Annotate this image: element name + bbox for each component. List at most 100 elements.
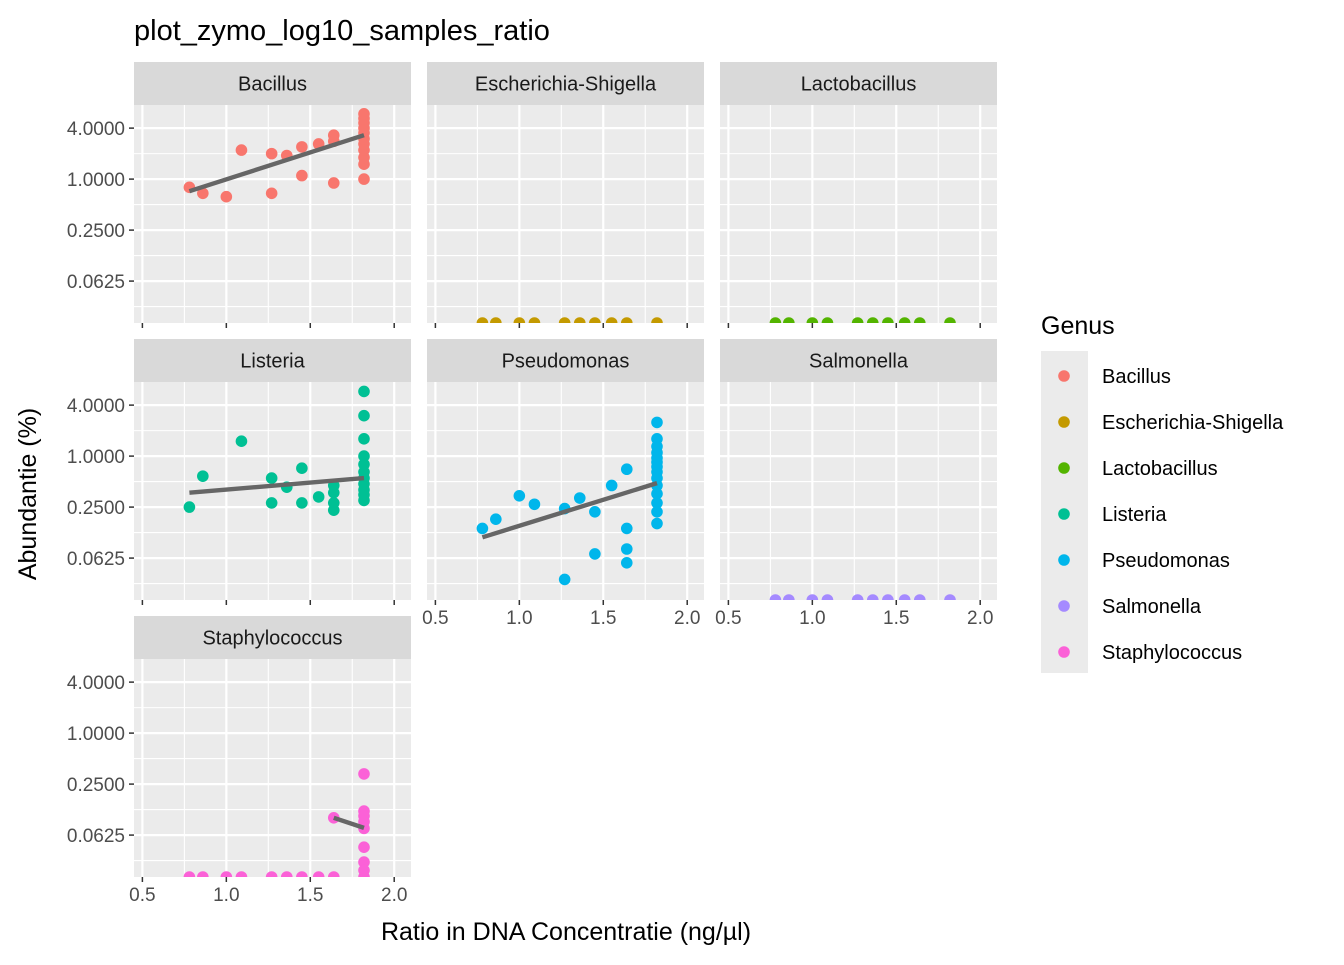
data-point (821, 317, 834, 323)
panel-marks (183, 768, 370, 877)
data-point (358, 108, 370, 120)
data-point (913, 594, 926, 600)
x-tick-label: 0.5 (422, 608, 448, 629)
data-point (651, 317, 663, 323)
data-point (327, 177, 340, 189)
panel-marks (476, 317, 663, 323)
data-point (312, 491, 325, 503)
data-point (220, 871, 233, 877)
data-point (651, 416, 663, 429)
data-point (913, 317, 926, 323)
y-tick-label: 0.2500 (67, 221, 125, 242)
legend-key (1058, 462, 1070, 474)
data-point (358, 385, 370, 398)
facet-strip (720, 62, 997, 105)
data-point (589, 548, 601, 560)
facet-strip (134, 616, 411, 659)
panel-marks (183, 108, 370, 203)
panel-background (427, 382, 704, 600)
data-point (620, 522, 633, 535)
data-point (183, 871, 196, 877)
y-tick-label: 0.0625 (67, 826, 125, 847)
data-point (620, 317, 633, 323)
data-point (769, 317, 782, 323)
x-tick-label: 0.5 (129, 885, 155, 906)
x-tick-label: 1.5 (297, 885, 323, 906)
data-point (296, 141, 308, 153)
legend-key (1058, 646, 1070, 658)
panel-background (427, 105, 704, 323)
legend-label: Staphylococcus (1102, 642, 1242, 664)
panel-marks (769, 594, 956, 600)
gridlines (134, 382, 411, 600)
data-point (358, 409, 370, 422)
x-tick-label: 1.0 (506, 608, 532, 629)
data-point (589, 506, 601, 518)
data-point (806, 594, 819, 600)
data-point (220, 190, 233, 203)
data-point (296, 169, 308, 182)
y-axis-label: Abundantie (%) (14, 408, 42, 580)
legend-label: Lactobacillus (1102, 458, 1218, 480)
data-point (882, 594, 894, 600)
legend-key (1058, 416, 1070, 428)
data-point (265, 472, 278, 484)
legend-key (1058, 600, 1070, 612)
legend-key (1058, 370, 1070, 382)
data-point (589, 317, 601, 323)
panel-listeria: Listeria 0.0625 0.2500 1.0000 4.0000 (67, 339, 411, 605)
gridlines (427, 105, 704, 323)
trend-line (333, 815, 365, 830)
x-tick-label: 2.0 (381, 885, 407, 906)
panel-background (134, 659, 411, 877)
facet-strip (427, 62, 704, 105)
x-tick-label: 0.5 (715, 608, 741, 629)
legend-label: Salmonella (1102, 596, 1202, 618)
legend-key (1058, 508, 1070, 520)
data-point (235, 871, 248, 877)
facet-strip (134, 339, 411, 382)
data-point (620, 543, 633, 555)
y-tick-label: 1.0000 (67, 170, 125, 191)
panel-escherichia-shigella: Escherichia-Shigella (427, 62, 704, 328)
data-point (327, 871, 340, 877)
data-point (866, 317, 879, 323)
legend-label: Pseudomonas (1102, 550, 1230, 572)
data-point (866, 594, 879, 600)
panels-layer: Bacillus 0.0625 0.2500 1.0000 4.0000 Escheric… (67, 62, 997, 906)
data-point (358, 173, 370, 185)
data-point (558, 317, 571, 323)
y-tick-label: 1.0000 (67, 724, 125, 745)
legend-label: Escherichia-Shigella (1102, 412, 1284, 434)
data-point (620, 556, 633, 569)
facet-strip (134, 62, 411, 105)
data-point (651, 497, 663, 509)
data-point (358, 871, 370, 877)
data-point (513, 317, 526, 323)
data-point (197, 470, 209, 482)
data-point (265, 871, 278, 877)
data-point (265, 187, 278, 200)
y-tick-label: 0.2500 (67, 775, 125, 796)
panel-bacillus: Bacillus 0.0625 0.2500 1.0000 4.0000 (67, 62, 411, 328)
trend-line (481, 481, 658, 540)
data-point (573, 317, 586, 323)
data-point (769, 594, 782, 600)
facet-strip-label: Bacillus (238, 74, 307, 96)
data-point (605, 479, 618, 492)
data-point (183, 501, 196, 513)
y-tick-label: 1.0000 (67, 447, 125, 468)
facet-strip-label: Pseudomonas (502, 351, 630, 373)
data-point (573, 492, 586, 504)
data-point (265, 147, 278, 160)
data-point (620, 463, 633, 476)
panel-pseudomonas: Pseudomonas 0.5 1.0 1.5 2.0 (422, 339, 704, 629)
data-point (806, 317, 819, 323)
chart-title: plot_zymo_log10_samples_ratio (134, 15, 550, 47)
data-point (327, 504, 340, 516)
trend-line (188, 133, 365, 194)
data-point (265, 497, 278, 509)
data-point (783, 317, 795, 323)
x-tick-label: 2.0 (967, 608, 993, 629)
panel-marks (476, 416, 663, 586)
